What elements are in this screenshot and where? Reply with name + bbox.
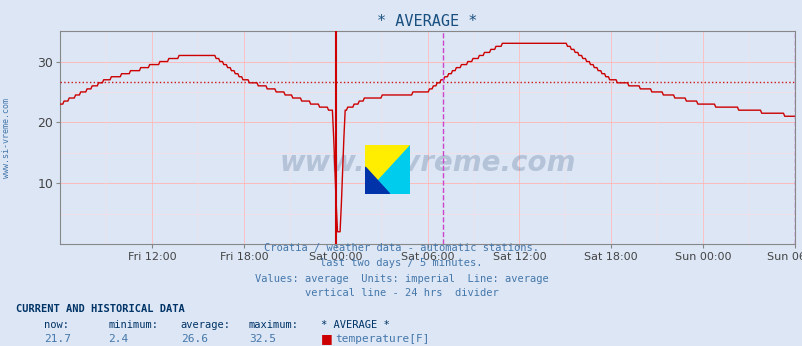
Text: www.si-vreme.com: www.si-vreme.com xyxy=(2,98,11,179)
Polygon shape xyxy=(365,167,389,194)
Text: ■: ■ xyxy=(321,332,333,345)
Text: Croatia / weather data - automatic stations.: Croatia / weather data - automatic stati… xyxy=(264,243,538,253)
Text: minimum:: minimum: xyxy=(108,320,158,330)
Text: Values: average  Units: imperial  Line: average: Values: average Units: imperial Line: av… xyxy=(254,274,548,284)
Title: * AVERAGE *: * AVERAGE * xyxy=(377,13,477,29)
Text: vertical line - 24 hrs  divider: vertical line - 24 hrs divider xyxy=(304,288,498,298)
Text: temperature[F]: temperature[F] xyxy=(335,334,430,344)
Text: 2.4: 2.4 xyxy=(108,334,128,344)
Text: average:: average: xyxy=(180,320,230,330)
Text: maximum:: maximum: xyxy=(249,320,298,330)
Text: 21.7: 21.7 xyxy=(44,334,71,344)
Text: CURRENT AND HISTORICAL DATA: CURRENT AND HISTORICAL DATA xyxy=(16,304,184,314)
Polygon shape xyxy=(365,145,409,194)
Text: last two days / 5 minutes.: last two days / 5 minutes. xyxy=(320,258,482,268)
Polygon shape xyxy=(365,145,409,194)
Text: now:: now: xyxy=(44,320,69,330)
Text: www.si-vreme.com: www.si-vreme.com xyxy=(279,149,575,177)
Text: 26.6: 26.6 xyxy=(180,334,208,344)
Text: * AVERAGE *: * AVERAGE * xyxy=(321,320,390,330)
Text: 32.5: 32.5 xyxy=(249,334,276,344)
